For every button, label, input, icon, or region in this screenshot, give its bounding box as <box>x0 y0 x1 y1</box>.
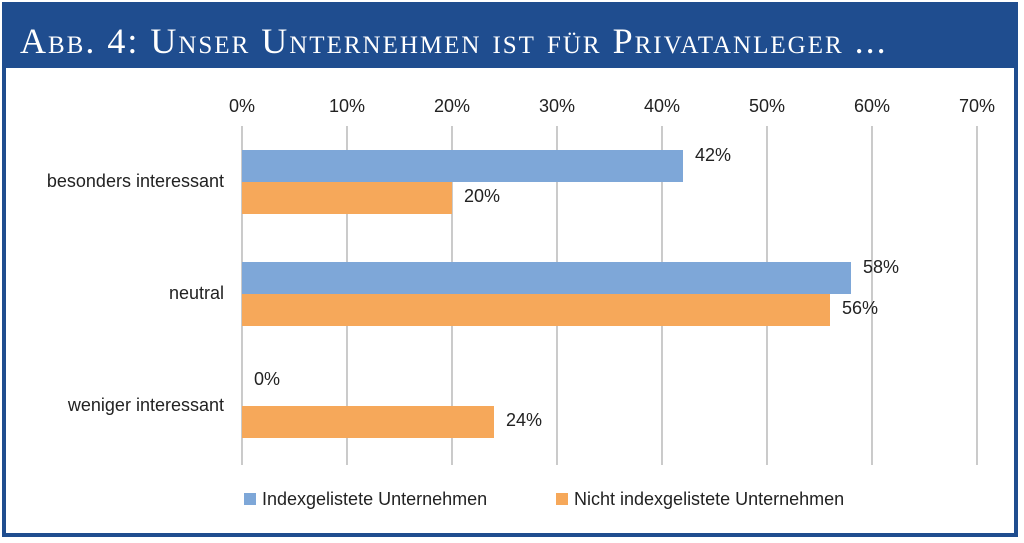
bar <box>242 150 683 182</box>
data-label: 0% <box>254 369 280 389</box>
data-label: 42% <box>695 145 731 165</box>
x-tick-label: 70% <box>959 96 995 116</box>
figure-header: Abb. 4: Unser Unternehmen ist für Privat… <box>6 6 1014 68</box>
x-tick-label: 50% <box>749 96 785 116</box>
category-label: neutral <box>169 283 224 303</box>
category-label: weniger interessant <box>67 395 224 415</box>
x-tick-label: 0% <box>229 96 255 116</box>
chart-area: 0% 10% 20% 30% 40% 50% 60% 70% besonders interes… <box>6 68 1014 533</box>
bar <box>242 182 452 214</box>
legend-label: Nicht indexgelistete Unternehmen <box>574 489 844 509</box>
data-label: 20% <box>464 186 500 206</box>
bar <box>242 294 830 326</box>
data-label: 56% <box>842 298 878 318</box>
figure-frame: Abb. 4: Unser Unternehmen ist für Privat… <box>2 2 1018 537</box>
x-tick-label: 30% <box>539 96 575 116</box>
data-label: 58% <box>863 257 899 277</box>
x-tick-label: 60% <box>854 96 890 116</box>
bar <box>242 406 494 438</box>
legend-swatch <box>556 493 568 505</box>
figure-title: Abb. 4: Unser Unternehmen ist für Privat… <box>20 21 888 61</box>
legend-label: Indexgelistete Unternehmen <box>262 489 487 509</box>
x-tick-label: 40% <box>644 96 680 116</box>
legend-swatch <box>244 493 256 505</box>
category-label: besonders interessant <box>47 171 224 191</box>
x-tick-label: 20% <box>434 96 470 116</box>
x-tick-label: 10% <box>329 96 365 116</box>
bar-chart: 0% 10% 20% 30% 40% 50% 60% 70% besonders interes… <box>47 96 995 509</box>
bar <box>242 262 851 294</box>
data-label: 24% <box>506 410 542 430</box>
